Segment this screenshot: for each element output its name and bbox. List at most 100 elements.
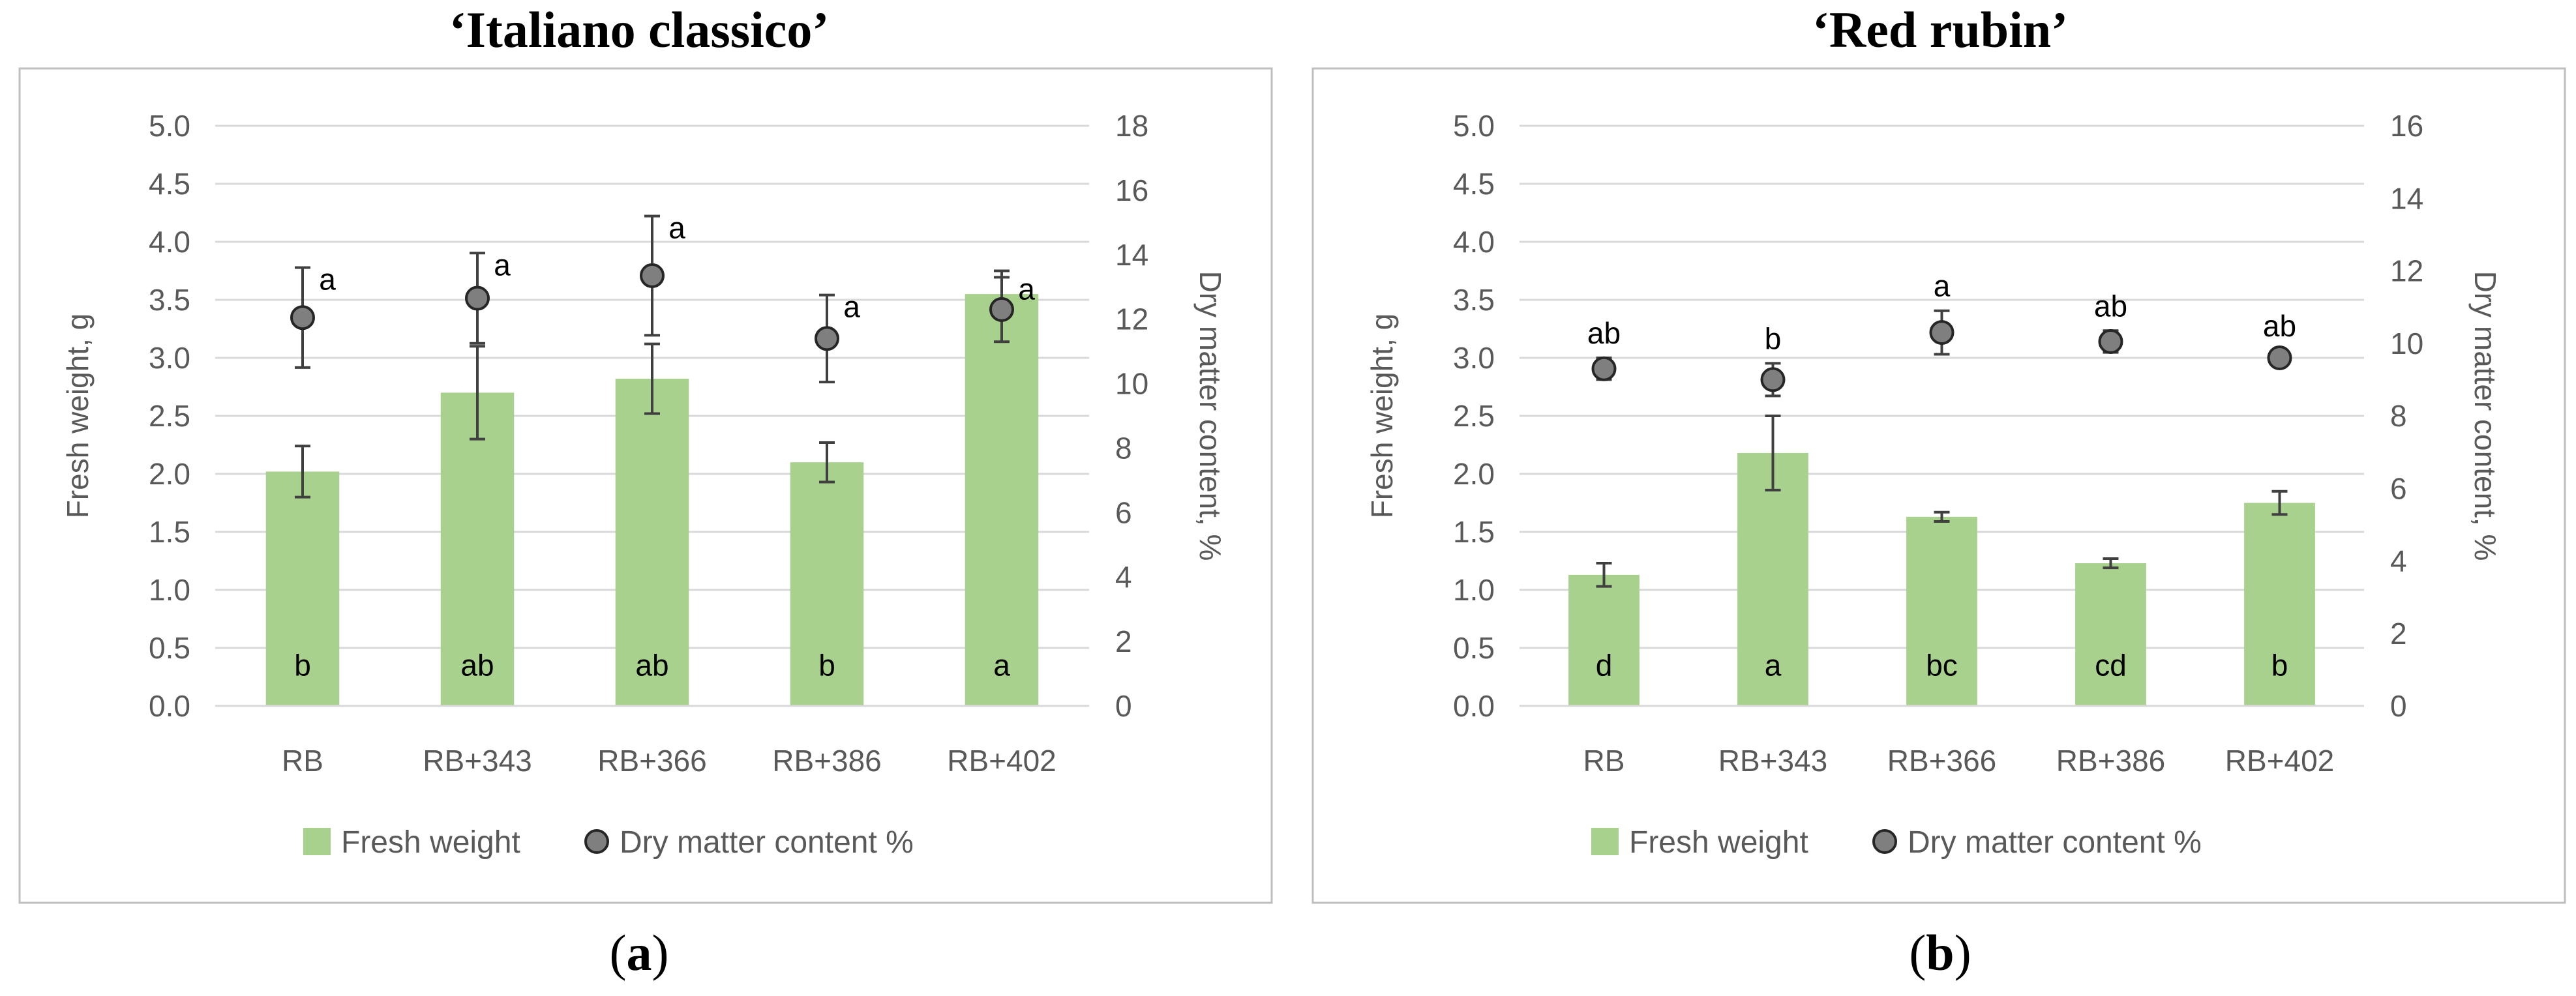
y-tick-label: 3.0	[149, 341, 190, 375]
marker-significance-letter: b	[1765, 321, 1782, 355]
chart-title: ‘Italiano classico’	[449, 1, 830, 58]
dry-matter-point	[1760, 367, 1786, 392]
y2-tick-label: 12	[1115, 302, 1148, 336]
y2-tick-label: 10	[1115, 367, 1148, 401]
legend: Fresh weight Dry matter content %	[303, 825, 914, 860]
category-label: RB+402	[947, 744, 1056, 778]
category-label: RB+402	[2225, 744, 2335, 778]
y-tick-label: 4.5	[1453, 167, 1495, 201]
y-tick-label: 0.0	[1453, 689, 1495, 723]
bar	[615, 379, 689, 706]
y-tick-label: 3.5	[149, 283, 190, 317]
marker-significance-letter: a	[1018, 272, 1035, 306]
panel-label: (b)	[1909, 924, 1971, 981]
category-label: RB+366	[597, 744, 707, 778]
bar-significance-letter: b	[294, 649, 311, 682]
bar-error-bar	[1596, 562, 1612, 588]
y-tick-label: 3.5	[1453, 283, 1495, 317]
marker-significance-letter: ab	[2094, 289, 2127, 323]
y-tick-label: 2.5	[1453, 399, 1495, 433]
legend-label: Fresh weight	[341, 825, 520, 860]
legend-swatch-fresh-weight	[1591, 828, 1619, 855]
bar-significance-letter: b	[2271, 649, 2288, 682]
y-tick-label: 2.0	[1453, 457, 1495, 491]
bar-error-bar	[2103, 557, 2119, 570]
legend: Fresh weight Dry matter content %	[1591, 825, 2202, 860]
y-tick-label: 4.0	[1453, 225, 1495, 259]
bar-significance-letter: a	[993, 649, 1010, 682]
marker-significance-letter: a	[843, 290, 860, 324]
category-label: RB	[282, 744, 323, 778]
y2-tick-label: 8	[2390, 399, 2407, 433]
y-tick-label: 5.0	[149, 109, 190, 143]
dry-matter-point	[989, 297, 1014, 322]
category-label: RB+366	[1887, 744, 1997, 778]
bar	[1906, 516, 1977, 706]
bar-error-bar	[1934, 510, 1950, 523]
y-tick-label: 3.0	[1453, 341, 1495, 375]
y2-tick-label: 6	[2390, 471, 2407, 505]
bar-error-bar	[819, 441, 835, 484]
y2-tick-label: 0	[2390, 689, 2407, 723]
y-tick-label: 5.0	[1453, 109, 1495, 143]
y2-axis-label: Dry matter content, %	[2468, 271, 2502, 561]
marker-significance-letter: a	[1934, 269, 1951, 303]
y2-tick-label: 4	[1115, 560, 1132, 594]
y-tick-label: 1.0	[1453, 573, 1495, 607]
y-tick-label: 2.0	[149, 457, 190, 491]
category-label: RB+386	[772, 744, 882, 778]
legend-label: Fresh weight	[1629, 825, 1808, 860]
y-tick-label: 0.5	[1453, 631, 1495, 665]
bar-error-bar	[644, 342, 660, 415]
y2-tick-label: 2	[2390, 617, 2407, 651]
y-tick-label: 2.5	[149, 399, 190, 433]
y-axis-label: Fresh weight, g	[61, 314, 95, 518]
dry-matter-point	[2267, 345, 2292, 370]
bar	[2244, 503, 2315, 706]
y2-tick-label: 8	[1115, 431, 1132, 465]
dry-matter-point	[2098, 329, 2123, 354]
legend-label: Dry matter content %	[620, 825, 914, 860]
y2-tick-label: 0	[1115, 689, 1132, 723]
dry-matter-point	[290, 305, 315, 330]
chart-panel-a: ‘Italiano classico’ 0.0 0.5 1.0 1.5 2.0 2.5 3.0…	[18, 1, 1273, 981]
chart-panel-b: ‘Red rubin’ 0.0 0.5 1.0 1.5 2.0 2.5 3.0 3.5 4.0 4.…	[1311, 1, 2566, 981]
marker-significance-letter: ab	[2263, 309, 2296, 343]
y2-tick-label: 4	[2390, 544, 2407, 578]
marker-significance-letter: a	[494, 248, 511, 282]
bar-significance-letter: a	[1765, 649, 1782, 682]
marker-significance-letter: a	[319, 263, 336, 297]
panel-label: (a)	[610, 924, 669, 981]
bar	[965, 294, 1039, 707]
bar	[1737, 452, 1808, 706]
bar-significance-letter: ab	[635, 649, 668, 682]
marker-significance-letter: a	[668, 211, 685, 244]
bar-significance-letter: cd	[2095, 649, 2127, 682]
y2-tick-label: 2	[1115, 624, 1132, 658]
bar-error-bar	[295, 445, 310, 499]
bar	[440, 392, 515, 706]
y2-tick-label: 14	[1115, 238, 1148, 272]
y2-axis-label: Dry matter content, %	[1193, 271, 1227, 561]
bar-error-bar	[1765, 415, 1781, 491]
dry-matter-point	[465, 286, 490, 311]
dry-matter-point	[815, 326, 839, 351]
y-tick-label: 1.5	[1453, 515, 1495, 549]
dry-matter-point	[1929, 320, 1954, 345]
bar	[1568, 574, 1640, 706]
y-tick-label: 4.5	[149, 167, 190, 201]
bar	[265, 471, 340, 706]
chart-title: ‘Red rubin’	[1812, 1, 2068, 58]
legend-label: Dry matter content %	[1908, 825, 2202, 860]
marker-significance-letter: ab	[1587, 316, 1621, 350]
y2-tick-label: 6	[1115, 495, 1132, 529]
y2-tick-label: 16	[2390, 109, 2423, 143]
dry-matter-point	[1591, 356, 1617, 381]
bar-error-bar	[2271, 490, 2288, 516]
legend-swatch-dry-matter	[584, 829, 609, 854]
y2-tick-label: 14	[2390, 181, 2423, 215]
bar	[2075, 563, 2146, 706]
y-tick-label: 4.0	[149, 225, 190, 259]
y-tick-label: 0.5	[149, 631, 190, 665]
dry-matter-point	[640, 263, 665, 288]
